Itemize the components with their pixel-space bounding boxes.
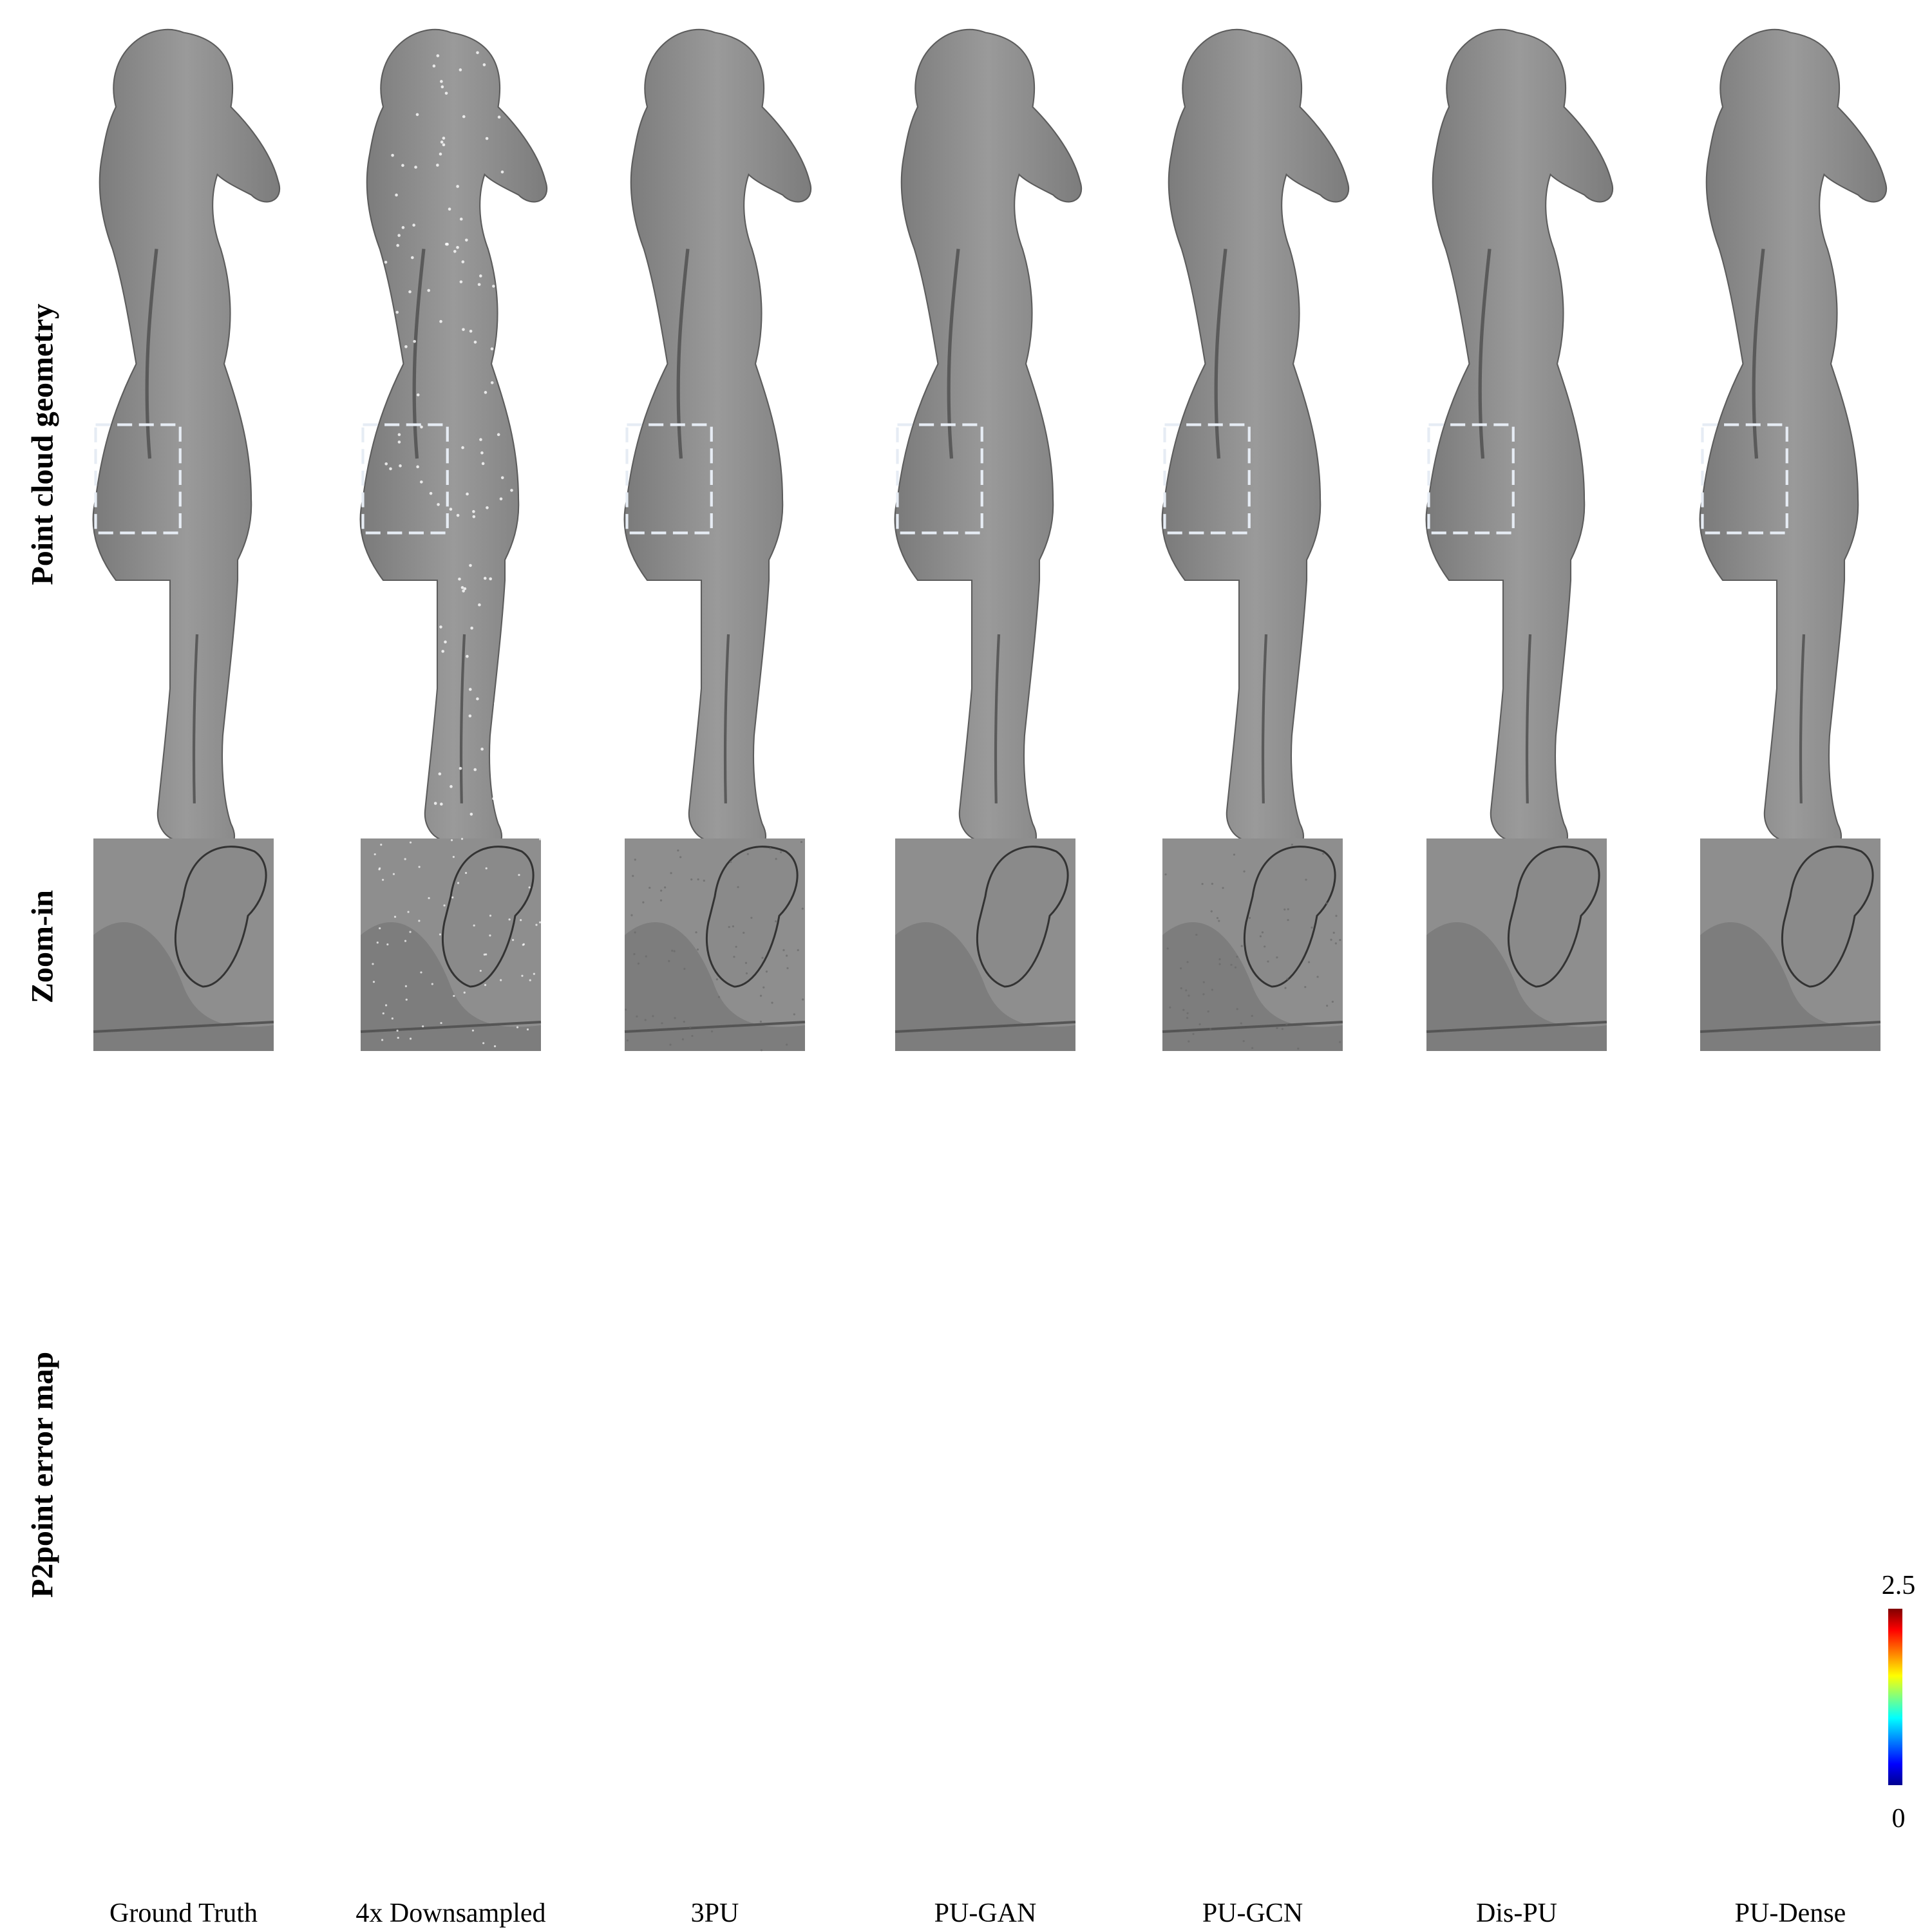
zoom-panel <box>1426 838 1607 1051</box>
column-label: Dis-PU <box>1475 1899 1558 1928</box>
zoom-panel <box>624 838 806 1052</box>
zoom-region-box <box>625 423 713 535</box>
error-map-figure <box>1162 1085 1349 1902</box>
geometry-figure <box>623 28 812 847</box>
error-map-figure <box>1426 1085 1613 1902</box>
error-map-row <box>93 1085 1887 1902</box>
zoom-panel <box>360 837 542 1051</box>
geometry-figure <box>1161 28 1350 847</box>
geometry-figure <box>894 28 1083 847</box>
zoom-panel <box>93 838 274 1051</box>
column-label: PU-GAN <box>934 1899 1037 1928</box>
geometry-figure <box>359 28 548 847</box>
zoom-region-box <box>1427 423 1515 535</box>
zoom-panel <box>895 838 1076 1051</box>
error-map-figure <box>360 1085 547 1902</box>
zoom-panel <box>1700 838 1881 1051</box>
zoom-region-box <box>94 423 182 535</box>
column-label: PU-GCN <box>1202 1899 1303 1928</box>
geometry-figure <box>1699 28 1888 847</box>
geometry-figure <box>92 28 281 847</box>
error-map-figure <box>93 1085 280 1902</box>
zoom-row <box>93 837 1881 1052</box>
column-label: Ground Truth <box>109 1899 258 1928</box>
zoom-panel <box>1162 838 1343 1051</box>
error-map-figure <box>895 1085 1082 1902</box>
error-map-figure <box>624 1085 811 1902</box>
column-label: 3PU <box>690 1899 739 1928</box>
zoom-region-box <box>1701 423 1788 535</box>
colorbar <box>1888 1609 1902 1785</box>
error-map-figure <box>1700 1085 1887 1902</box>
geometry-row <box>92 28 1888 847</box>
colorbar-max-label: 2.5 <box>1881 1571 1916 1600</box>
zoom-region-box <box>1163 423 1251 535</box>
colorbar-min-label: 0 <box>1891 1804 1906 1833</box>
column-label: PU-Dense <box>1734 1899 1846 1928</box>
geometry-figure <box>1425 28 1614 847</box>
column-label: 4x Downsampled <box>355 1899 546 1928</box>
zoom-region-box <box>361 423 449 535</box>
zoom-region-box <box>896 423 983 535</box>
